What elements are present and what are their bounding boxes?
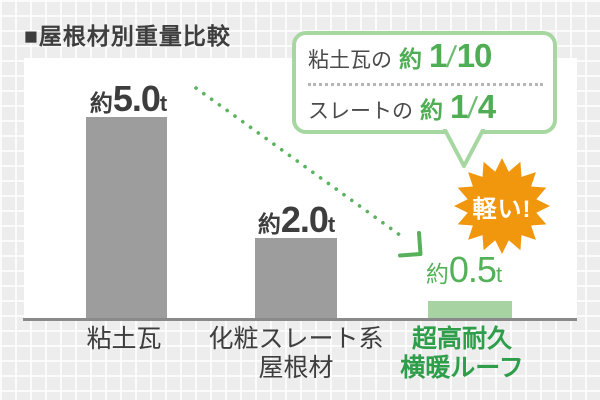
value-unit: t: [327, 212, 336, 237]
light-weight-badge: 軽い!: [452, 156, 552, 256]
fraction-denominator: 4: [477, 88, 496, 125]
value-label-clay-tile: 約5.0t: [56, 78, 201, 120]
approx-prefix: 約: [425, 261, 449, 287]
category-line2: 横暖ルーフ: [400, 354, 524, 382]
category-line1: 化粧スレート系: [208, 325, 384, 353]
value-number: 2.0: [280, 199, 329, 240]
x-axis-line: [23, 318, 577, 321]
category-label-slate: 化粧スレート系 屋根材: [206, 325, 386, 383]
value-number: 0.5: [448, 249, 497, 290]
callout-approx: 約: [420, 97, 443, 123]
value-label-yokodan-roof: 約0.5t: [394, 249, 534, 291]
fraction-numerator: 1: [429, 37, 447, 74]
fraction-denominator: 10: [456, 37, 493, 74]
bar-clay-tile: [86, 117, 167, 318]
starburst-icon: [454, 158, 550, 254]
value-number: 5.0: [112, 78, 161, 119]
callout-approx: 約: [399, 46, 422, 72]
bar-slate: [255, 238, 337, 318]
category-label-yokodan-roof: 超高耐久 横暖ルーフ: [372, 325, 552, 383]
category-line1: 粘土瓦: [86, 325, 162, 353]
badge-label: 軽い!: [472, 195, 532, 223]
page-title: ■屋根材別重量比較: [24, 23, 231, 49]
callout-bubble: 粘土瓦の約 1/10 スレートの約 1/4: [292, 31, 557, 134]
fraction-numerator: 1: [450, 88, 468, 125]
callout-divider: [308, 83, 543, 86]
approx-prefix: 約: [257, 211, 281, 237]
approx-prefix: 約: [89, 90, 113, 116]
callout-prefix: スレートの: [308, 100, 413, 123]
callout-tail: [443, 129, 485, 168]
category-label-clay-tile: 粘土瓦: [44, 325, 204, 354]
value-unit: t: [495, 262, 503, 287]
callout-row-clay: 粘土瓦の約 1/10: [308, 37, 543, 82]
category-line2: 屋根材: [258, 354, 334, 382]
category-line1: 超高耐久: [411, 325, 512, 353]
callout-prefix: 粘土瓦の: [308, 49, 392, 72]
bar-yokodan-roof: [428, 301, 512, 318]
value-unit: t: [159, 91, 168, 116]
value-label-slate: 約2.0t: [224, 199, 369, 241]
callout-row-slate: スレートの約 1/4: [308, 88, 543, 133]
